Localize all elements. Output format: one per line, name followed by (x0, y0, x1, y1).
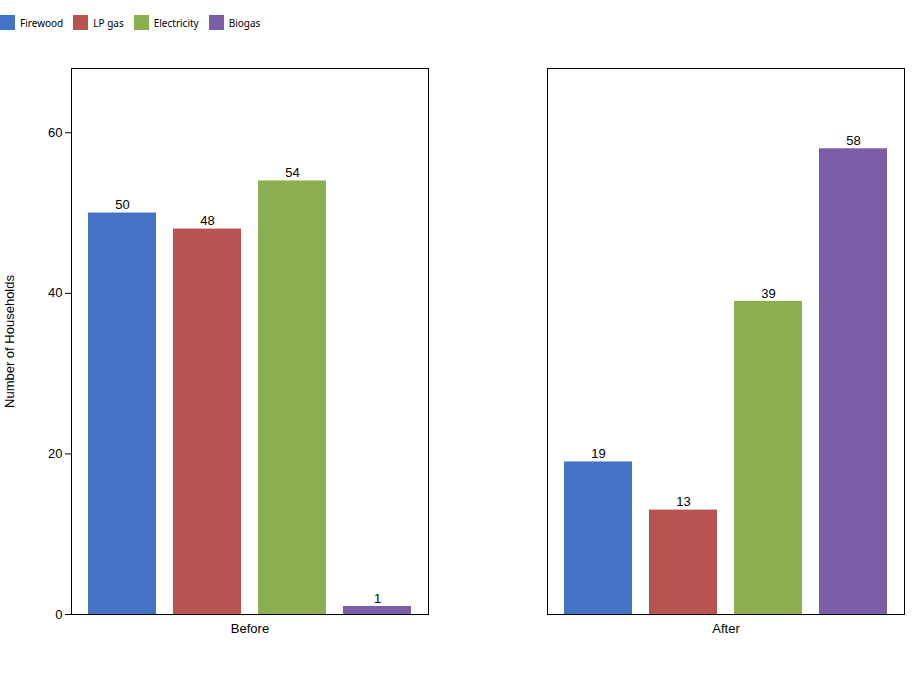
svg-text:After: After (712, 621, 740, 636)
svg-text:13: 13 (676, 494, 690, 509)
svg-text:Number of Households: Number of Households (2, 275, 17, 408)
svg-text:50: 50 (115, 197, 129, 212)
html-text:Electricity: Electricity (153, 15, 199, 30)
svg-text:60: 60 (48, 125, 62, 140)
svg-text:0: 0 (55, 607, 62, 622)
svg-text:40: 40 (48, 285, 62, 300)
svg-text:39: 39 (761, 286, 775, 301)
svg-text:Before: Before (231, 621, 269, 636)
html-text:LP gas: LP gas (93, 15, 124, 30)
svg-text:20: 20 (48, 446, 62, 461)
html-text:Biogas: Biogas (228, 15, 261, 30)
svg-text:19: 19 (591, 446, 605, 461)
html-text:Firewood: Firewood (20, 15, 64, 30)
svg-text:48: 48 (200, 213, 214, 228)
svg-text:54: 54 (285, 165, 299, 180)
svg-text:58: 58 (846, 133, 860, 148)
svg-text:1: 1 (374, 591, 381, 606)
